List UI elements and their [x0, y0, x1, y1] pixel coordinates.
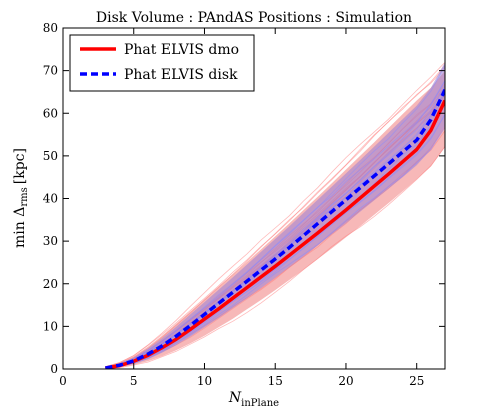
y-axis-title: min Δrms [kpc] — [12, 148, 30, 248]
y-tick-label-3: 30 — [43, 234, 58, 248]
dmo-realization-line-1 — [105, 64, 445, 367]
x-axis-title-main: N — [228, 390, 242, 406]
disk-realization-line-8 — [105, 103, 445, 369]
dmo-realization-line-13 — [105, 62, 445, 368]
y-tick-label-5: 50 — [43, 149, 58, 163]
disk-realization-line-6 — [105, 85, 445, 369]
legend-label-disk: Phat ELVIS disk — [124, 67, 238, 83]
dmo-realization-line-4 — [105, 146, 445, 369]
axis-ticks: 0 5 10 15 20 25 0 10 20 30 40 50 60 70 80 — [43, 21, 445, 388]
plot-area — [105, 62, 445, 369]
y-axis-title-suffix: [kpc] — [12, 148, 28, 184]
legend: Phat ELVIS dmo Phat ELVIS disk — [69, 34, 255, 92]
y-tick-label-7: 70 — [43, 64, 58, 78]
y-tick-label-2: 20 — [43, 277, 58, 291]
y-axis-title-main: min Δ — [12, 207, 28, 248]
x-axis-title-sub: inPlane — [241, 398, 279, 409]
x-axis-title: NinPlane — [228, 390, 279, 409]
y-tick-label-4: 40 — [43, 192, 58, 206]
disk-realization-line-0 — [105, 127, 445, 369]
y-tick-label-0: 0 — [50, 362, 58, 376]
y-tick-label-8: 80 — [43, 21, 58, 35]
x-tick-label-2: 10 — [197, 374, 212, 388]
y-tick-label-1: 10 — [43, 319, 58, 333]
x-tick-label-0: 0 — [59, 374, 67, 388]
y-tick-label-6: 60 — [43, 106, 58, 120]
dmo-realization-line-12 — [105, 67, 445, 368]
disk-range-band — [105, 62, 445, 369]
y-axis-title-sub: rms — [19, 187, 30, 206]
dmo-range-band — [105, 70, 445, 369]
disk-realization-line-1 — [105, 114, 445, 369]
disk-realization-line-9 — [105, 65, 445, 368]
x-tick-label-3: 15 — [268, 374, 283, 388]
series-line-disk — [105, 89, 445, 369]
legend-box — [69, 34, 255, 92]
chart-title: Disk Volume : PAndAS Positions : Simulat… — [96, 10, 412, 26]
legend-label-dmo: Phat ELVIS dmo — [124, 42, 239, 58]
x-tick-label-4: 20 — [338, 374, 353, 388]
x-tick-label-1: 5 — [130, 374, 138, 388]
x-tick-label-5: 25 — [409, 374, 424, 388]
